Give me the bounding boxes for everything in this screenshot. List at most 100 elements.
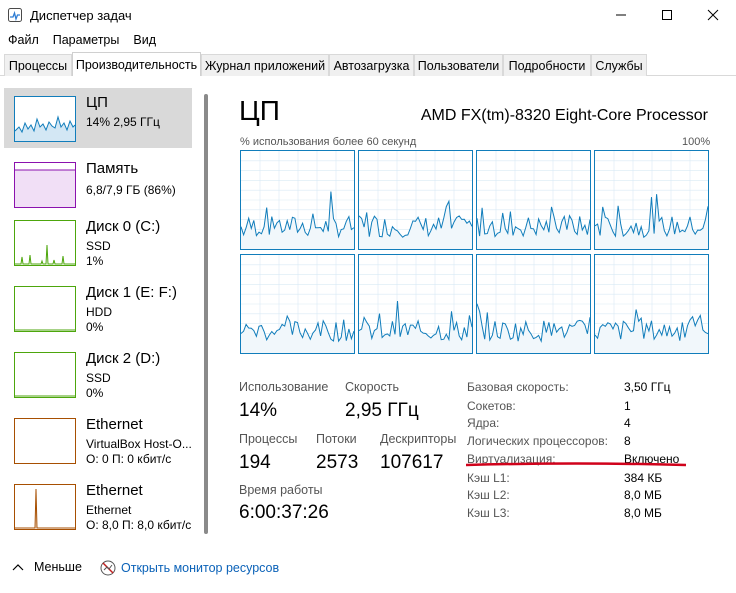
- highlight-underline: [466, 462, 686, 467]
- close-icon: [707, 9, 719, 21]
- tab-processes[interactable]: Процессы: [4, 54, 72, 76]
- threads-label: Потоки: [316, 432, 357, 446]
- chevron-up-icon: [12, 564, 24, 571]
- tab-performance[interactable]: Производительность: [72, 52, 201, 76]
- uptime-value: 6:00:37:26: [239, 502, 329, 523]
- l2-cache-label: Кэш L2:: [467, 488, 510, 502]
- sidebar-item-disk0[interactable]: Диск 0 (C:) SSD 1%: [4, 212, 192, 272]
- l3-cache-value: 8,0 МБ: [624, 506, 662, 520]
- window-title: Диспетчер задач: [30, 8, 132, 23]
- cpu-thumbnail-graph: [14, 96, 76, 142]
- fewer-details-label: Меньше: [34, 560, 82, 574]
- sidebar-item-cpu[interactable]: ЦП 14% 2,95 ГГц: [4, 88, 192, 148]
- sidebar-item-detail: SSD: [86, 371, 111, 385]
- maximize-icon: [662, 10, 672, 20]
- sidebar-item-detail: Ethernet: [86, 503, 132, 517]
- cpu-core-graph: [594, 150, 709, 250]
- speed-label: Скорость: [345, 380, 399, 394]
- speed-value: 2,95 ГГц: [345, 400, 419, 421]
- title-bar: Диспетчер задач: [0, 0, 736, 30]
- handles-value: 107617: [380, 452, 444, 473]
- cpu-core-graph: [240, 150, 355, 250]
- sidebar-item-throughput: О: 8,0 П: 8,0 кбит/с: [86, 518, 192, 532]
- sidebar-item-detail: 14% 2,95 ГГц: [86, 115, 160, 129]
- base-speed-label: Базовая скорость:: [467, 380, 569, 394]
- sidebar-item-usage: 1%: [86, 254, 104, 268]
- sidebar-item-detail: VirtualBox Host-O...: [86, 437, 192, 451]
- fewer-details-button[interactable]: Меньше: [12, 560, 82, 574]
- maximize-button[interactable]: [644, 0, 690, 30]
- menu-options[interactable]: Параметры: [52, 33, 120, 47]
- virtualization-value: Включено: [624, 452, 680, 466]
- menu-bar: Файл Параметры Вид: [0, 30, 736, 52]
- sockets-value: 1: [624, 399, 631, 413]
- cpu-core-graph: [240, 254, 355, 354]
- tab-app-history[interactable]: Журнал приложений: [201, 54, 329, 76]
- minimize-button[interactable]: [598, 0, 644, 30]
- handles-label: Дескрипторы: [380, 432, 457, 446]
- processes-value: 194: [239, 452, 271, 473]
- logical-processors-label: Логических процессоров:: [467, 434, 608, 448]
- resource-list: ЦП 14% 2,95 ГГц Память 6,8/7,9 ГБ (86%) …: [4, 84, 214, 544]
- l1-cache-label: Кэш L1:: [467, 471, 510, 485]
- resource-monitor-icon: [100, 560, 116, 576]
- l3-cache-label: Кэш L3:: [467, 506, 510, 520]
- sidebar-item-detail: HDD: [86, 305, 112, 319]
- minimize-icon: [616, 14, 626, 16]
- cpu-core-graph: [476, 150, 591, 250]
- sidebar-item-ethernet[interactable]: Ethernet Ethernet О: 8,0 П: 8,0 кбит/с: [4, 476, 192, 536]
- tab-strip: Процессы Производительность Журнал прило…: [0, 52, 736, 76]
- cpu-model-name: AMD FX(tm)-8320 Eight-Core Processor: [420, 107, 708, 124]
- page-title: ЦП: [239, 95, 280, 126]
- footer: Меньше Открыть монитор ресурсов: [0, 552, 736, 584]
- graph-caption: % использования более 60 секунд: [240, 136, 417, 148]
- sidebar-item-disk1[interactable]: Диск 1 (E: F:) HDD 0%: [4, 278, 192, 338]
- sidebar-item-label: Ethernet: [86, 416, 143, 433]
- cores-value: 4: [624, 416, 631, 430]
- usage-value: 14%: [239, 400, 278, 421]
- ethernet-thumbnail-graph: [14, 418, 76, 464]
- ethernet-thumbnail-graph: [14, 484, 76, 530]
- base-speed-value: 3,50 ГГц: [624, 380, 671, 394]
- cpu-core-graphs: [240, 150, 709, 354]
- usage-label: Использование: [239, 380, 329, 394]
- sidebar-item-usage: 0%: [86, 320, 104, 334]
- cores-label: Ядра:: [467, 416, 500, 430]
- cpu-core-graph: [594, 254, 709, 354]
- tab-services[interactable]: Службы: [591, 54, 647, 76]
- sidebar-item-label: Диск 2 (D:): [86, 350, 161, 367]
- sidebar-item-disk2[interactable]: Диск 2 (D:) SSD 0%: [4, 344, 192, 404]
- open-resource-monitor-link[interactable]: Открыть монитор ресурсов: [100, 560, 279, 576]
- sidebar-item-throughput: О: 0 П: 0 кбит/с: [86, 452, 172, 466]
- sockets-label: Сокетов:: [467, 399, 516, 413]
- uptime-label: Время работы: [239, 483, 323, 497]
- task-manager-icon: [8, 8, 22, 22]
- sidebar-item-detail: SSD: [86, 239, 111, 253]
- graph-max-label: 100%: [682, 136, 711, 148]
- sidebar-item-label: Ethernet: [86, 482, 143, 499]
- disk1-thumbnail-graph: [14, 286, 76, 332]
- open-resource-monitor-label: Открыть монитор ресурсов: [121, 561, 280, 575]
- l1-cache-value: 384 КБ: [624, 471, 663, 485]
- sidebar-item-label: ЦП: [86, 94, 108, 111]
- processes-label: Процессы: [239, 432, 298, 446]
- cpu-core-graph: [476, 254, 591, 354]
- tab-users[interactable]: Пользователи: [414, 54, 503, 76]
- sidebar-item-label: Память: [86, 160, 139, 177]
- disk0-thumbnail-graph: [14, 220, 76, 266]
- tab-details[interactable]: Подробности: [503, 54, 591, 76]
- close-button[interactable]: [690, 0, 736, 30]
- sidebar-item-label: Диск 0 (C:): [86, 218, 161, 235]
- sidebar-item-detail: 6,8/7,9 ГБ (86%): [86, 183, 176, 197]
- threads-value: 2573: [316, 452, 359, 473]
- sidebar-scrollbar[interactable]: [204, 94, 208, 534]
- sidebar-item-ethernet-virtualbox[interactable]: Ethernet VirtualBox Host-O... О: 0 П: 0 …: [4, 410, 192, 470]
- cpu-core-graph: [358, 254, 473, 354]
- menu-file[interactable]: Файл: [8, 33, 39, 47]
- menu-view[interactable]: Вид: [133, 33, 156, 47]
- sidebar-item-memory[interactable]: Память 6,8/7,9 ГБ (86%): [4, 154, 192, 214]
- tab-startup[interactable]: Автозагрузка: [329, 54, 414, 76]
- logical-processors-value: 8: [624, 434, 631, 448]
- l2-cache-value: 8,0 МБ: [624, 488, 662, 502]
- disk2-thumbnail-graph: [14, 352, 76, 398]
